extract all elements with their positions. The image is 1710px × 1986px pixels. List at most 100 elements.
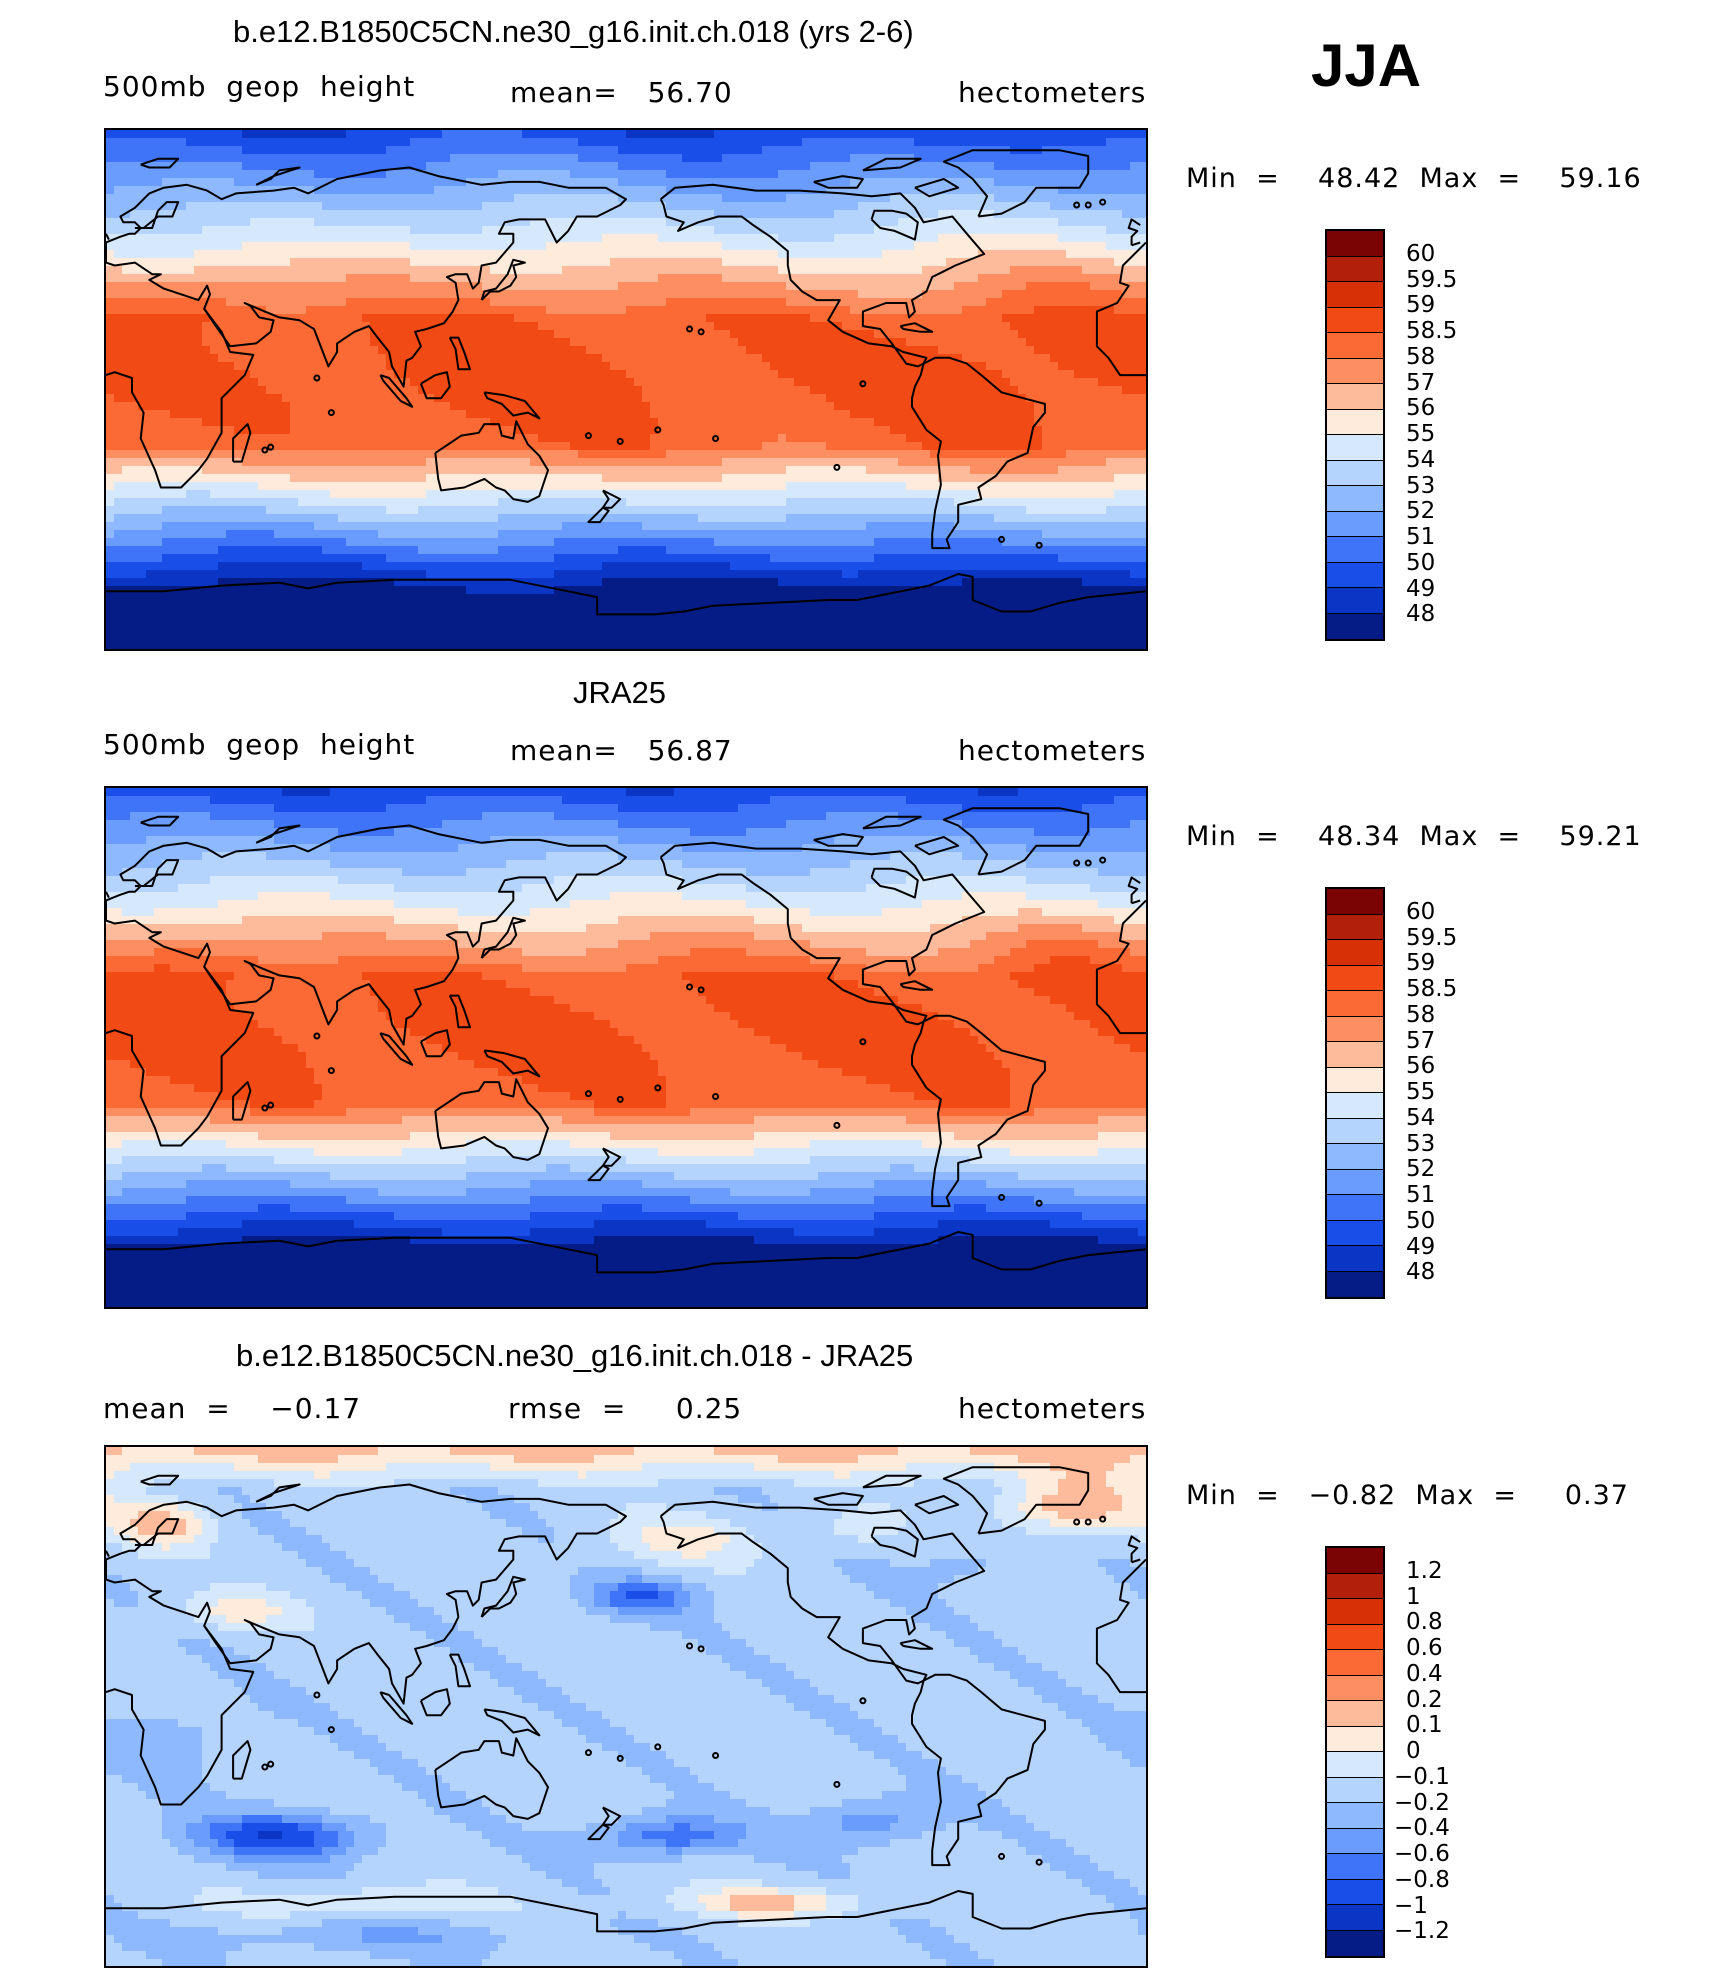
colorbar-swatch (1327, 1271, 1383, 1297)
colorbar-label: 58.5 (1406, 978, 1457, 1001)
colorbar-swatch (1327, 1195, 1383, 1221)
colorbar-label: 58 (1406, 345, 1435, 369)
panel3-title: b.e12.B1850C5CN.ne30_g16.init.ch.018 - J… (236, 1340, 913, 1371)
colorbar-label: 52 (1406, 500, 1435, 523)
colorbar-label: 56 (1406, 397, 1435, 420)
colorbar-swatch (1327, 537, 1383, 563)
colorbar-swatch (1327, 1650, 1383, 1676)
panel2-map (104, 786, 1148, 1309)
colorbar-label: −0.8 (1394, 1868, 1450, 1892)
colorbar-label: 0.4 (1406, 1662, 1443, 1686)
colorbar-swatch (1327, 1548, 1383, 1574)
contour-field (106, 130, 1146, 649)
colorbar-label: 0.2 (1406, 1688, 1443, 1712)
panel1-mean-label: mean= 56.70 (510, 79, 733, 107)
panel1-minmax: Min = 48.42 Max = 59.16 (1186, 165, 1642, 192)
colorbar-label: 58.5 (1406, 320, 1457, 343)
colorbar-label: −0.4 (1394, 1817, 1450, 1840)
colorbar-swatch (1327, 1042, 1383, 1068)
colorbar-swatch (1327, 1067, 1383, 1093)
colorbar-label: 48 (1406, 1261, 1435, 1284)
colorbar-label: 57 (1406, 1029, 1435, 1053)
colorbar-swatch (1327, 562, 1383, 588)
colorbar-swatch (1327, 511, 1383, 537)
colorbar-swatch (1327, 1144, 1383, 1170)
colorbar-label: 57 (1406, 371, 1435, 395)
colorbar-label: 55 (1406, 1081, 1435, 1104)
colorbar-label: −1 (1394, 1894, 1428, 1918)
colorbar-swatch (1327, 1905, 1383, 1931)
colorbar-swatch (1327, 1016, 1383, 1042)
colorbar-swatch (1327, 991, 1383, 1017)
panel3-rmse-label: rmse = 0.25 (508, 1395, 742, 1423)
colorbar-label: 59 (1406, 294, 1435, 317)
colorbar-swatch (1327, 1726, 1383, 1752)
panel2-variable-label: 500mb geop height (103, 731, 415, 759)
colorbar-swatch (1327, 1701, 1383, 1727)
coastlines (106, 807, 1146, 1274)
colorbar-label: 60 (1406, 242, 1435, 266)
season-label: JJA (1311, 36, 1421, 96)
panel3-units-label: hectometers (958, 1395, 1146, 1423)
panel2-minmax: Min = 48.34 Max = 59.21 (1186, 823, 1642, 850)
colorbar-swatch (1327, 282, 1383, 308)
colorbar-label: 56 (1406, 1055, 1435, 1078)
coastlines (106, 149, 1146, 616)
colorbar-label: 50 (1406, 1209, 1435, 1233)
colorbar-swatch (1327, 1752, 1383, 1778)
colorbar-label: 0.6 (1406, 1637, 1443, 1660)
colorbar-swatch (1327, 1169, 1383, 1195)
colorbar-label: −0.6 (1394, 1843, 1450, 1866)
panel1-variable-label: 500mb geop height (103, 73, 415, 101)
colorbar-swatch (1327, 486, 1383, 512)
colorbar-label: −0.1 (1394, 1765, 1450, 1789)
colorbar-swatch (1327, 940, 1383, 966)
panel2-colorbar (1325, 887, 1385, 1299)
colorbar-swatch (1327, 889, 1383, 915)
colorbar-label: 58 (1406, 1003, 1435, 1027)
colorbar-swatch (1327, 1118, 1383, 1144)
colorbar-swatch (1327, 333, 1383, 359)
colorbar-label: −0.2 (1394, 1791, 1450, 1815)
colorbar-swatch (1327, 1930, 1383, 1956)
colorbar-swatch (1327, 1220, 1383, 1246)
colorbar-label: −1.2 (1394, 1920, 1450, 1943)
panel2-units-label: hectometers (958, 737, 1146, 765)
colorbar-swatch (1327, 1246, 1383, 1272)
colorbar-swatch (1327, 1599, 1383, 1625)
colorbar-label: 1 (1406, 1585, 1421, 1609)
colorbar-label: 51 (1406, 1184, 1435, 1207)
contour-field (106, 788, 1146, 1307)
coastlines (106, 1466, 1146, 1933)
panel2-mean-label: mean= 56.87 (510, 737, 733, 765)
colorbar-swatch (1327, 1675, 1383, 1701)
colorbar-label: 55 (1406, 423, 1435, 446)
colorbar-swatch (1327, 1777, 1383, 1803)
colorbar-label: 54 (1406, 1106, 1435, 1130)
colorbar-label: 49 (1406, 577, 1435, 601)
contour-field (106, 1447, 1146, 1966)
colorbar-swatch (1327, 1828, 1383, 1854)
panel3-colorbar (1325, 1546, 1385, 1958)
colorbar-swatch (1327, 435, 1383, 461)
colorbar-swatch (1327, 613, 1383, 639)
colorbar-swatch (1327, 1854, 1383, 1880)
colorbar-label: 60 (1406, 900, 1435, 924)
colorbar-swatch (1327, 588, 1383, 614)
colorbar-swatch (1327, 1624, 1383, 1650)
panel1-colorbar (1325, 229, 1385, 641)
colorbar-label: 51 (1406, 526, 1435, 549)
colorbar-label: 54 (1406, 448, 1435, 472)
panel2-title: JRA25 (573, 677, 666, 708)
colorbar-swatch (1327, 231, 1383, 257)
panel1-units-label: hectometers (958, 79, 1146, 107)
colorbar-label: 49 (1406, 1235, 1435, 1259)
colorbar-label: 52 (1406, 1158, 1435, 1181)
colorbar-label: 59 (1406, 952, 1435, 975)
colorbar-label: 59.5 (1406, 926, 1457, 950)
colorbar-swatch (1327, 307, 1383, 333)
colorbar-label: 0.1 (1406, 1714, 1443, 1737)
colorbar-label: 1.2 (1406, 1559, 1443, 1583)
colorbar-label: 48 (1406, 603, 1435, 626)
colorbar-swatch (1327, 256, 1383, 282)
